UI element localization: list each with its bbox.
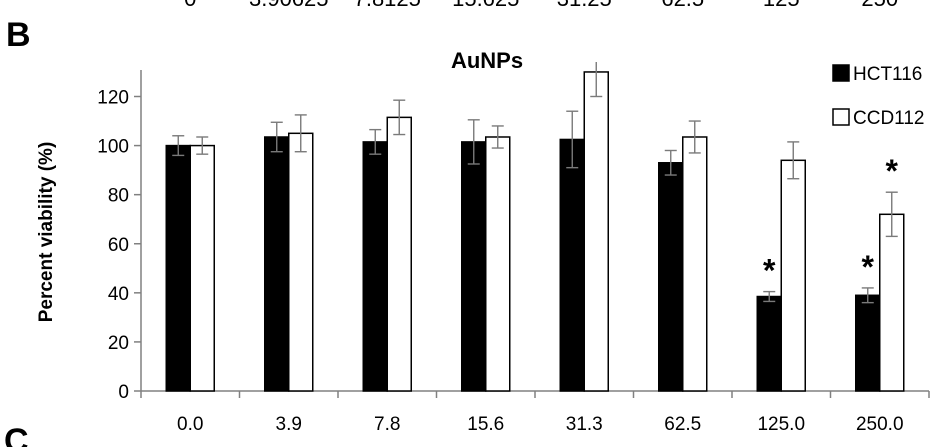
bar-ccd112 bbox=[288, 132, 314, 392]
significance-star: * bbox=[862, 249, 875, 285]
bar-hct116 bbox=[264, 136, 290, 392]
y-axis-label: Percent viability (%) bbox=[36, 142, 57, 323]
legend-label-ccd112: CCD112 bbox=[853, 108, 924, 129]
x-tick-label: 62.5 bbox=[664, 414, 701, 435]
legend-swatch-hct116 bbox=[832, 64, 850, 82]
bar-hct116 bbox=[658, 162, 684, 392]
bar-hct116 bbox=[756, 295, 782, 392]
y-tick-label: 40 bbox=[108, 284, 129, 305]
y-tick-label: 20 bbox=[108, 333, 129, 354]
bar-hct116 bbox=[362, 141, 388, 392]
bar-ccd112 bbox=[780, 159, 806, 392]
cut-off-label: 3.90625 bbox=[249, 0, 329, 11]
error-bars bbox=[172, 62, 898, 304]
x-tick-label: 3.9 bbox=[276, 414, 302, 435]
bar-hct116 bbox=[165, 144, 191, 392]
cut-off-previous-panel-labels: 0 3.90625 7.8125 15.625 31.25 62.5 125 250 bbox=[184, 0, 898, 11]
y-axis: 0 20 40 60 80 100 120 bbox=[97, 70, 142, 403]
legend: HCT116 CCD112 bbox=[832, 64, 924, 129]
x-tick-label: 7.8 bbox=[374, 414, 400, 435]
panel-label: B bbox=[6, 16, 31, 54]
bar-hct116 bbox=[855, 294, 881, 392]
significance-star: * bbox=[886, 153, 899, 189]
y-tick-label: 120 bbox=[97, 88, 129, 109]
next-panel-label: C bbox=[4, 422, 29, 447]
bar-ccd112 bbox=[682, 136, 708, 392]
bar-ccd112 bbox=[583, 71, 609, 392]
legend-label-hct116: HCT116 bbox=[853, 64, 922, 85]
y-tick-label: 80 bbox=[108, 186, 129, 207]
cut-off-label: 31.25 bbox=[557, 0, 612, 11]
y-tick-label: 100 bbox=[97, 137, 129, 158]
x-axis: 0.0 3.9 7.8 15.6 31.3 62.5 125.0 250.0 bbox=[140, 390, 930, 435]
cut-off-label: 62.5 bbox=[661, 0, 704, 11]
bars bbox=[165, 71, 905, 392]
x-tick-label: 31.3 bbox=[566, 414, 603, 435]
x-tick-label: 125.0 bbox=[757, 414, 805, 435]
bar-ccd112 bbox=[386, 116, 412, 392]
cut-off-label: 125 bbox=[763, 0, 800, 11]
x-tick-label: 15.6 bbox=[467, 414, 504, 435]
x-tick-label: 250.0 bbox=[856, 414, 904, 435]
significance-star: * bbox=[763, 253, 776, 289]
cut-off-label: 7.8125 bbox=[354, 0, 421, 11]
y-tick-label: 0 bbox=[118, 382, 129, 403]
chart-title: AuNPs bbox=[451, 48, 523, 73]
legend-swatch-ccd112 bbox=[832, 108, 850, 126]
bar-hct116 bbox=[559, 138, 585, 392]
x-tick-label: 0.0 bbox=[177, 414, 203, 435]
cut-off-label: 0 bbox=[184, 0, 196, 11]
bar-ccd112 bbox=[879, 213, 905, 392]
cut-off-label: 250 bbox=[861, 0, 898, 11]
bar-ccd112 bbox=[189, 144, 215, 392]
cut-off-label: 15.625 bbox=[452, 0, 519, 11]
y-tick-label: 60 bbox=[108, 235, 129, 256]
bar-hct116 bbox=[461, 141, 487, 392]
bar-ccd112 bbox=[485, 136, 511, 392]
significance-markers: * * * bbox=[763, 153, 899, 288]
